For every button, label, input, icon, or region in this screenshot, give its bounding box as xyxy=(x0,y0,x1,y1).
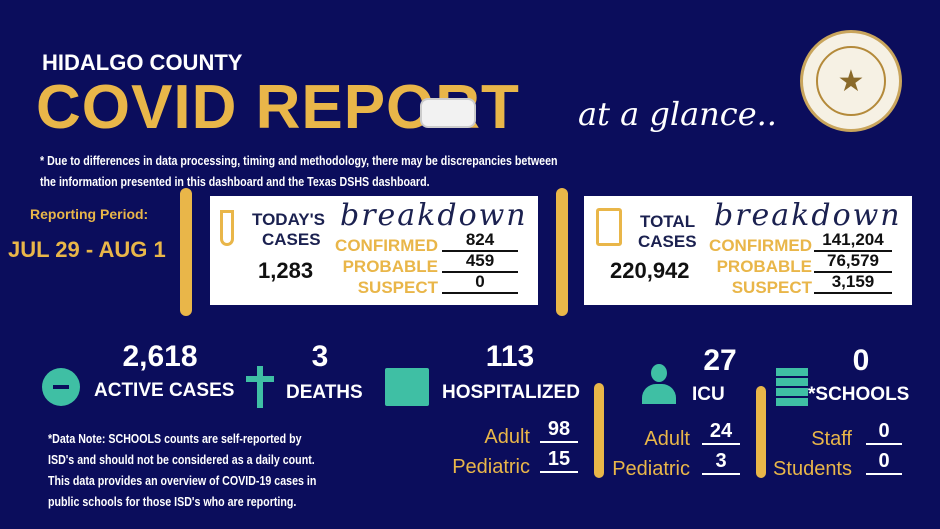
hospitalized-adult: 98 xyxy=(540,418,578,443)
books-icon xyxy=(776,368,808,406)
disclaimer-line: the information presented in this dashbo… xyxy=(40,174,430,189)
divider xyxy=(594,383,604,478)
note-line: ISD's and should not be considered as a … xyxy=(48,452,315,467)
disclaimer-line: * Due to differences in data processing,… xyxy=(40,153,558,168)
note-line: public schools for those ISD's who are r… xyxy=(48,494,297,509)
total-cases-card: TOTAL CASES breakdown 220,942 CONFIRMED … xyxy=(584,196,912,305)
breakdown-script: breakdown xyxy=(714,198,902,233)
doctor-icon xyxy=(642,364,676,404)
schools-staff: 0 xyxy=(866,420,902,445)
hospitalized-value: 113 xyxy=(485,340,535,373)
breakdown-script: breakdown xyxy=(340,198,528,233)
probable-label: PROBABLE xyxy=(716,257,812,276)
mask-icon xyxy=(420,98,476,128)
active-cases-label: ACTIVE CASES xyxy=(94,380,235,401)
minus-circle-icon xyxy=(42,368,80,406)
card-title: CASES xyxy=(638,232,697,251)
card-title: CASES xyxy=(262,230,321,249)
probable-value: 76,579 xyxy=(814,251,892,273)
adult-label: Adult xyxy=(484,426,530,448)
clipboard-icon xyxy=(596,208,622,246)
todays-total: 1,283 xyxy=(258,258,314,283)
probable-label: PROBABLE xyxy=(342,257,438,276)
schools-value: 0 xyxy=(852,344,870,377)
star-icon: ★ xyxy=(816,46,886,116)
pediatric-label: Pediatric xyxy=(452,456,530,478)
icu-pediatric: 3 xyxy=(702,450,740,475)
hospital-icon xyxy=(385,368,429,406)
hospitalized-label: HOSPITALIZED xyxy=(442,382,580,403)
confirmed-value: 824 xyxy=(442,230,518,252)
confirmed-label: CONFIRMED xyxy=(335,236,438,255)
note-line: This data provides an overview of COVID-… xyxy=(48,473,317,488)
confirmed-value: 141,204 xyxy=(814,230,892,252)
card-title: TODAY'S xyxy=(252,210,326,229)
probable-value: 459 xyxy=(442,251,518,273)
pediatric-label: Pediatric xyxy=(612,458,690,480)
reporting-label: Reporting Period: xyxy=(30,206,149,222)
total-cases-value: 220,942 xyxy=(610,258,690,283)
county-name: HIDALGO COUNTY xyxy=(42,50,243,75)
divider xyxy=(556,188,568,316)
icu-label: ICU xyxy=(692,384,725,405)
suspect-value: 0 xyxy=(442,272,518,294)
divider xyxy=(180,188,192,316)
cross-icon xyxy=(246,366,274,408)
county-seal: ★ xyxy=(800,30,902,132)
data-note: *Data Note: SCHOOLS counts are self-repo… xyxy=(48,428,375,512)
deaths-label: DEATHS xyxy=(286,382,363,403)
schools-students: 0 xyxy=(866,450,902,475)
staff-label: Staff xyxy=(811,428,852,450)
card-title: TOTAL xyxy=(640,212,696,231)
icu-value: 27 xyxy=(703,344,737,377)
suspect-value: 3,159 xyxy=(814,272,892,294)
active-cases-value: 2,618 xyxy=(122,340,198,373)
icu-adult: 24 xyxy=(702,420,740,445)
suspect-label: SUSPECT xyxy=(731,278,812,297)
tagline: at a glance.. xyxy=(578,95,777,133)
divider xyxy=(756,386,766,478)
suspect-label: SUSPECT xyxy=(357,278,438,297)
test-tube-icon xyxy=(220,210,234,246)
reporting-period: JUL 29 - AUG 1 xyxy=(8,237,166,262)
students-label: Students xyxy=(773,458,852,480)
confirmed-label: CONFIRMED xyxy=(709,236,812,255)
adult-label: Adult xyxy=(644,428,690,450)
todays-cases-card: TODAY'S CASES breakdown 1,283 CONFIRMED … xyxy=(210,196,538,305)
schools-label: *SCHOOLS xyxy=(808,384,910,405)
disclaimer: * Due to differences in data processing,… xyxy=(40,150,671,192)
deaths-value: 3 xyxy=(311,340,329,373)
hospitalized-pediatric: 15 xyxy=(540,448,578,473)
note-line: *Data Note: SCHOOLS counts are self-repo… xyxy=(48,431,302,446)
